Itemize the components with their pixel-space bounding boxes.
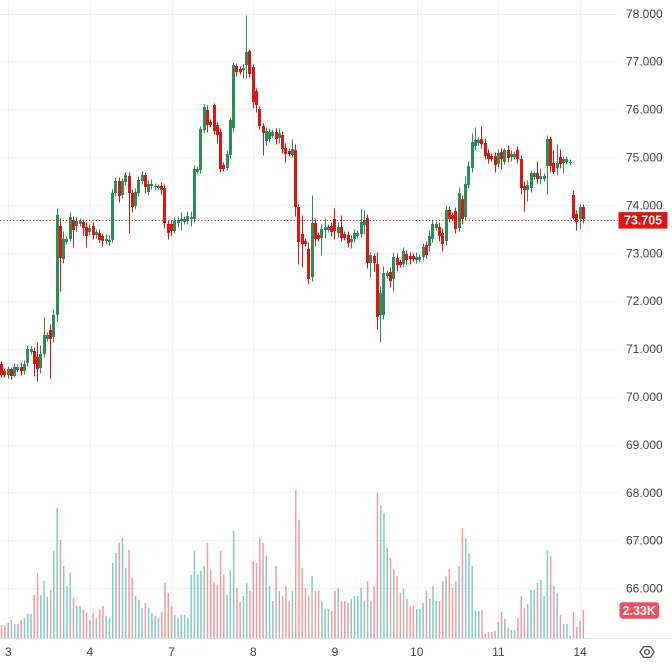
svg-text:73.705: 73.705	[624, 214, 662, 228]
svg-text:3: 3	[5, 645, 12, 659]
svg-text:4: 4	[87, 645, 94, 659]
svg-text:11: 11	[492, 645, 505, 659]
svg-text:74.000: 74.000	[626, 198, 663, 212]
svg-text:10: 10	[410, 645, 424, 659]
svg-text:73.000: 73.000	[626, 246, 663, 260]
svg-text:76.000: 76.000	[626, 103, 663, 117]
svg-text:14: 14	[573, 645, 587, 659]
svg-text:66.000: 66.000	[626, 582, 663, 596]
svg-text:72.000: 72.000	[626, 294, 663, 308]
svg-text:67.000: 67.000	[626, 534, 663, 548]
svg-text:71.000: 71.000	[626, 342, 663, 356]
svg-text:70.000: 70.000	[626, 390, 663, 404]
svg-text:77.000: 77.000	[626, 55, 663, 69]
svg-text:78.000: 78.000	[626, 7, 663, 21]
svg-text:9: 9	[332, 645, 339, 659]
svg-text:8: 8	[250, 645, 257, 659]
svg-text:2.33K: 2.33K	[623, 604, 656, 618]
svg-text:7: 7	[168, 645, 175, 659]
svg-text:69.000: 69.000	[626, 438, 663, 452]
svg-text:68.000: 68.000	[626, 486, 663, 500]
svg-text:75.000: 75.000	[626, 151, 663, 165]
